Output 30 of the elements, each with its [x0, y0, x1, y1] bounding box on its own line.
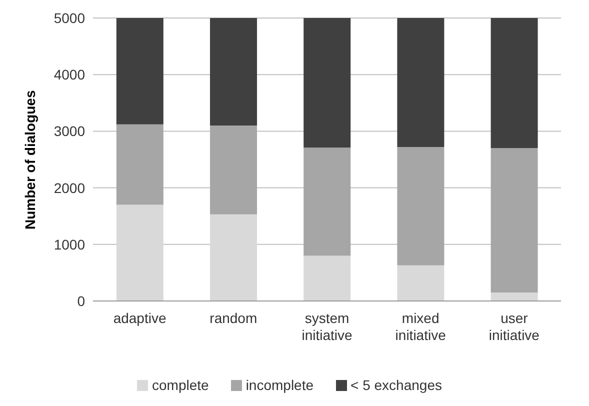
bar: [490, 148, 538, 293]
legend-label: < 5 exchanges: [350, 377, 442, 393]
bar: [304, 18, 351, 148]
x-tick-label: mixed initiative: [395, 310, 446, 343]
y-tick-label: 3000: [54, 123, 86, 140]
bar: [210, 214, 257, 301]
x-tick-label: adaptive: [113, 310, 166, 326]
bar: [116, 124, 164, 205]
bar: [304, 148, 351, 256]
bar: [397, 18, 444, 148]
bar: [210, 126, 257, 214]
y-tick-label: 5000: [54, 10, 86, 26]
bar: [304, 256, 351, 301]
x-tick-label: random: [210, 310, 258, 326]
bar: [490, 18, 538, 148]
bar: [210, 18, 257, 126]
y-axis-title: Number of dialogues: [22, 90, 38, 230]
bar: [397, 147, 444, 266]
x-tick-label: user initiative: [488, 310, 540, 343]
y-tick-label: 2000: [54, 180, 86, 196]
legend-label: incomplete: [244, 377, 314, 393]
x-tick-label: system initiative: [302, 310, 352, 343]
bar: [116, 204, 164, 301]
bar: [397, 265, 444, 301]
legend-label: complete: [151, 377, 209, 393]
bar: [116, 18, 164, 124]
bar: [490, 292, 538, 301]
y-tick-label: 4000: [54, 66, 86, 83]
y-tick-label: 1000: [54, 236, 86, 252]
y-tick-label: 0: [77, 292, 86, 309]
